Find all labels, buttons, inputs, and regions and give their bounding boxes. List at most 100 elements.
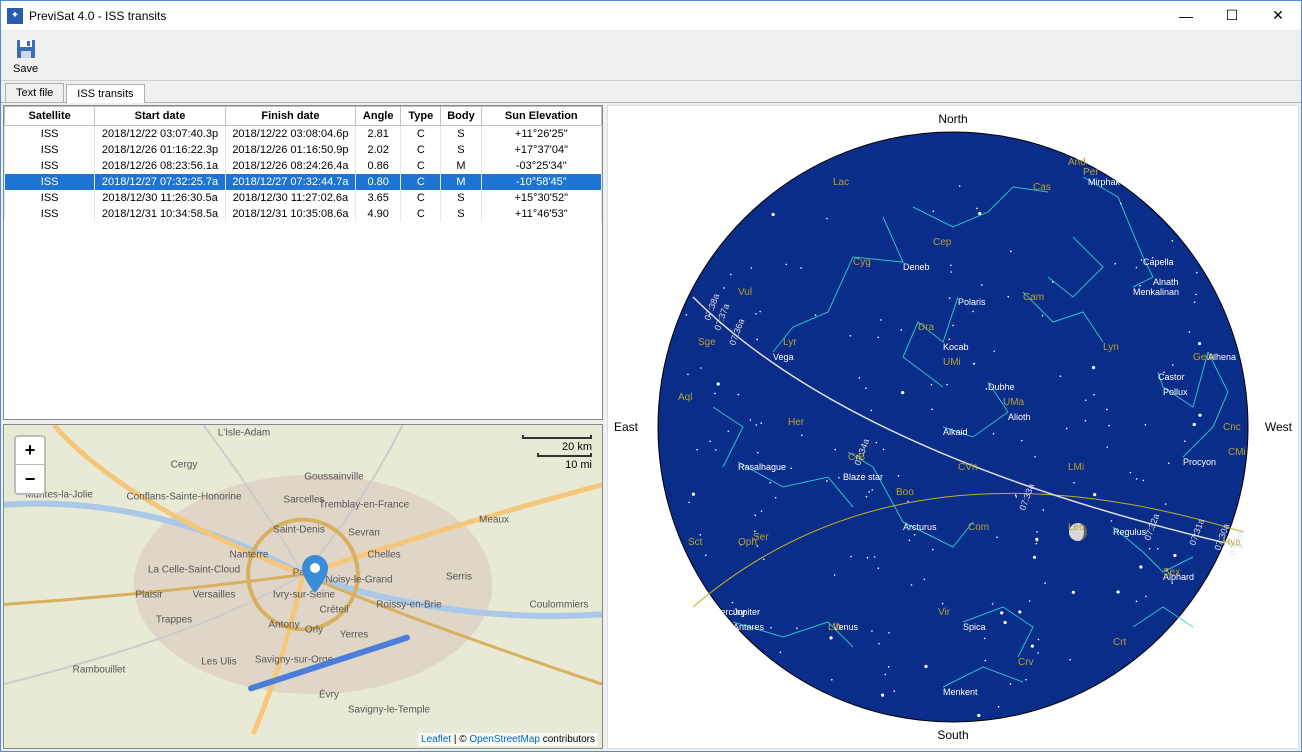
compass-north: North bbox=[938, 112, 967, 126]
track-time-label: 07:31a bbox=[1187, 517, 1206, 546]
map-place-label: Évry bbox=[319, 690, 339, 701]
star-label: Castor bbox=[1158, 372, 1185, 382]
map-place-label: Yerres bbox=[340, 630, 369, 641]
constellation-label: Aql bbox=[678, 392, 692, 403]
map-place-label: Versailles bbox=[193, 590, 236, 601]
map-place-label: Conflans-Sainte-Honorine bbox=[126, 492, 241, 503]
constellation-label: Crv bbox=[1018, 657, 1034, 668]
constellation-label: Lib bbox=[828, 622, 841, 633]
table-row[interactable]: ISS2018/12/26 01:16:22.3p2018/12/26 01:1… bbox=[5, 142, 602, 158]
osm-link[interactable]: OpenStreetMap bbox=[469, 734, 540, 745]
map-place-label: Noisy-le-Grand bbox=[325, 575, 392, 586]
map-place-label: Goussainville bbox=[304, 472, 363, 483]
maximize-button[interactable]: ☐ bbox=[1209, 1, 1255, 31]
column-header[interactable]: Start date bbox=[95, 107, 225, 126]
column-header[interactable]: Angle bbox=[356, 107, 401, 126]
constellation-label: Sex bbox=[1163, 567, 1180, 578]
track-time-label: 07:32a bbox=[1142, 512, 1161, 541]
star-label: Arcturus bbox=[903, 522, 937, 532]
scale-mi: 10 mi bbox=[522, 459, 592, 471]
map-place-label: Meaux bbox=[479, 515, 509, 526]
title-bar: ✦ PreviSat 4.0 - ISS transits — ☐ ✕ bbox=[1, 1, 1301, 31]
star-label: Vega bbox=[773, 352, 794, 362]
constellation-label: Cam bbox=[1023, 292, 1044, 303]
constellation-label: CVn bbox=[958, 462, 977, 473]
map-place-label: Serris bbox=[446, 572, 472, 583]
zoom-out-button[interactable]: − bbox=[16, 465, 44, 493]
save-button[interactable]: Save bbox=[7, 35, 44, 77]
constellation-label: Sge bbox=[698, 337, 716, 348]
constellation-label: Her bbox=[788, 417, 804, 428]
map-place-label: Plaisir bbox=[135, 590, 162, 601]
table-row[interactable]: ISS2018/12/22 03:07:40.3p2018/12/22 03:0… bbox=[5, 126, 602, 143]
app-icon: ✦ bbox=[7, 8, 23, 24]
left-column: SatelliteStart dateFinish dateAngleTypeB… bbox=[3, 105, 603, 749]
map-place-label: L'Isle-Adam bbox=[218, 428, 271, 439]
map-place-label: Chelles bbox=[367, 550, 400, 561]
constellation-label: Dra bbox=[918, 322, 934, 333]
scale-km: 20 km bbox=[522, 441, 592, 453]
star-label: Alkaid bbox=[943, 427, 968, 437]
constellation-label: Cyg bbox=[853, 257, 871, 268]
transits-table-container: SatelliteStart dateFinish dateAngleTypeB… bbox=[3, 105, 603, 420]
zoom-in-button[interactable]: + bbox=[16, 437, 44, 465]
star-label: Capella bbox=[1143, 257, 1174, 267]
map-place-label: Créteil bbox=[320, 605, 349, 616]
map-place-label: Rambouillet bbox=[73, 665, 126, 676]
map-place-label: Cergy bbox=[171, 460, 198, 471]
close-button[interactable]: ✕ bbox=[1255, 1, 1301, 31]
track-time-label: 07:34a bbox=[852, 437, 871, 466]
map-panel[interactable]: L'Isle-Adam Cergy Goussainville Conflans-Sa… bbox=[3, 424, 603, 749]
column-header[interactable]: Body bbox=[441, 107, 481, 126]
star-label: Procyon bbox=[1183, 457, 1216, 467]
tab-bar: Text file ISS transits bbox=[1, 81, 1301, 103]
map-place-label: Saint-Denis bbox=[273, 525, 325, 536]
zoom-control: + − bbox=[14, 435, 46, 495]
constellation-label: Sct bbox=[688, 537, 702, 548]
star-label: Mirphak bbox=[1088, 177, 1120, 187]
tab-text-file[interactable]: Text file bbox=[5, 83, 64, 102]
star-label: Pollux bbox=[1163, 387, 1188, 397]
map-place-label: Savigny-le-Temple bbox=[348, 705, 430, 716]
constellation-label: Cnc bbox=[1223, 422, 1241, 433]
sky-chart: DenebVegaPolarisKocabMirphakCapellaAlnat… bbox=[653, 127, 1253, 727]
compass-east: East bbox=[614, 420, 638, 434]
star-label: Polaris bbox=[958, 297, 986, 307]
window-title: PreviSat 4.0 - ISS transits bbox=[29, 9, 1163, 23]
toolbar: Save bbox=[1, 31, 1301, 81]
content-area: SatelliteStart dateFinish dateAngleTypeB… bbox=[1, 103, 1301, 751]
table-row[interactable]: ISS2018/12/26 08:23:56.1a2018/12/26 08:2… bbox=[5, 158, 602, 174]
map-place-label: Les Ulis bbox=[201, 657, 237, 668]
leaflet-link[interactable]: Leaflet bbox=[421, 734, 451, 745]
compass-south: South bbox=[937, 728, 968, 742]
constellation-label: Vul bbox=[738, 287, 752, 298]
constellation-label: UMi bbox=[943, 357, 961, 368]
map-place-label: Trappes bbox=[156, 615, 192, 626]
column-header[interactable]: Finish date bbox=[225, 107, 355, 126]
constellation-label: Crt bbox=[1113, 637, 1126, 648]
constellation-label: Leo bbox=[1068, 522, 1085, 533]
map-scale: 20 km 10 mi bbox=[522, 435, 592, 471]
constellation-label: Per bbox=[1083, 167, 1099, 178]
map-attribution: Leaflet | © OpenStreetMap contributors bbox=[418, 733, 598, 746]
table-row[interactable]: ISS2018/12/30 11:26:30.5a2018/12/30 11:2… bbox=[5, 190, 602, 206]
table-row[interactable]: ISS2018/12/27 07:32:25.7a2018/12/27 07:3… bbox=[5, 174, 602, 190]
constellation-label: Lyr bbox=[783, 337, 797, 348]
table-row[interactable]: ISS2018/12/31 10:34:58.5a2018/12/31 10:3… bbox=[5, 206, 602, 222]
column-header[interactable]: Type bbox=[401, 107, 441, 126]
constellation-label: Gem bbox=[1193, 352, 1215, 363]
save-icon bbox=[14, 37, 38, 61]
minimize-button[interactable]: — bbox=[1163, 1, 1209, 31]
star-label: Menkent bbox=[943, 687, 978, 697]
transits-table[interactable]: SatelliteStart dateFinish dateAngleTypeB… bbox=[4, 106, 602, 222]
sky-chart-panel[interactable]: North South East West bbox=[607, 105, 1299, 749]
constellation-label: Boo bbox=[896, 487, 914, 498]
star-label: Spica bbox=[963, 622, 986, 632]
save-label: Save bbox=[13, 63, 38, 75]
map-marker[interactable] bbox=[302, 555, 328, 596]
constellation-label: LMi bbox=[1068, 462, 1084, 473]
column-header[interactable]: Satellite bbox=[5, 107, 95, 126]
column-header[interactable]: Sun Elevation bbox=[481, 107, 601, 126]
star-label: Regulus bbox=[1113, 527, 1146, 537]
tab-iss-transits[interactable]: ISS transits bbox=[66, 84, 144, 103]
